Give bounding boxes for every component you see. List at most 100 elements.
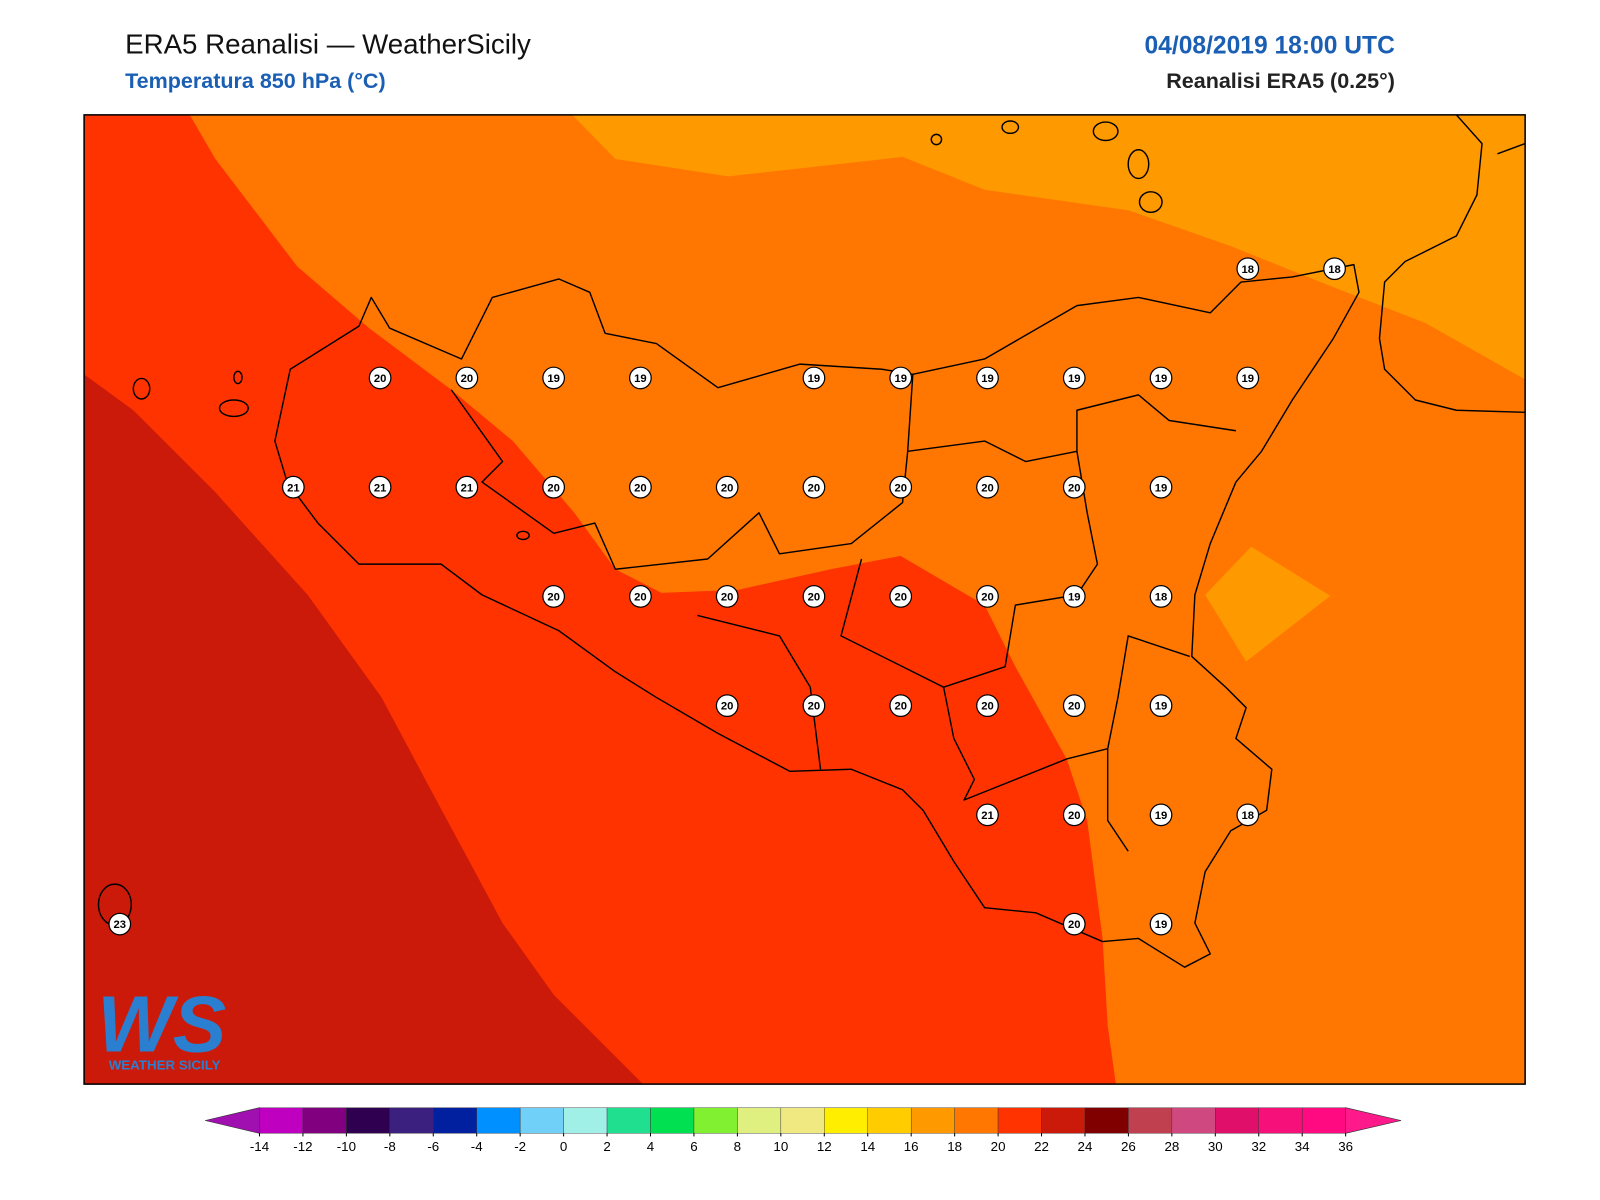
station-marker [976,803,999,827]
colorbar-box [519,1107,564,1134]
station-marker [1149,585,1173,608]
source: Reanalisi ERA5 (0.25°) [1166,69,1395,93]
station-value: 19 [1155,373,1168,385]
colorbar-box [1041,1107,1086,1134]
station-value: 18 [1242,810,1255,822]
colorbar-tick-label: 10 [773,1139,788,1154]
station-value: 19 [1155,482,1168,494]
station-value: 18 [1155,592,1168,604]
colorbar-tick-label: -6 [427,1139,439,1154]
station-value: 20 [1068,810,1081,822]
colorbar-box [997,1107,1042,1134]
station-marker [715,585,739,608]
station-marker [1062,803,1086,827]
station-value: 19 [894,373,907,385]
colorbar-tick-label: 28 [1164,1139,1179,1154]
colorbar-tick-label: 24 [1078,1139,1093,1154]
colorbar-box [824,1107,868,1134]
station-value: 20 [808,592,821,604]
station-marker [108,912,132,936]
station-marker [368,475,392,499]
station-marker [455,366,479,390]
colorbar-box [1084,1107,1129,1134]
station-value: 20 [461,373,474,385]
colorbar-over [1345,1107,1402,1134]
station-marker [715,475,739,499]
station-marker [1062,475,1086,499]
title: ERA5 Reanalisi — WeatherSicily [125,28,531,59]
colorbar-tick-label: 34 [1295,1139,1310,1154]
station-marker [1149,694,1173,718]
contour [1205,546,1331,662]
colorbar-box [1258,1107,1303,1134]
station-marker [715,694,739,718]
colorbar-box [476,1107,521,1134]
station-marker [455,475,479,499]
station-marker [1149,912,1173,936]
station-value: 19 [547,373,560,385]
station-marker [976,694,999,718]
colorbar-box [780,1107,825,1134]
station-value: 19 [1068,373,1081,385]
colorbar-box [1171,1107,1216,1134]
colorbar-box [867,1107,912,1134]
station-value: 21 [287,482,300,494]
colorbar-box [346,1107,391,1134]
station-value: 20 [1068,701,1081,713]
station-marker [889,475,913,499]
station-value: 19 [1155,810,1168,822]
station-value: 19 [634,373,647,385]
borders [450,374,1237,852]
station-marker [976,475,999,499]
station-value: 19 [1242,373,1255,385]
map [84,114,1526,1085]
station-value: 23 [114,919,127,931]
station-value: 20 [981,701,994,713]
colorbar-tick-label: 36 [1338,1139,1353,1154]
station-marker [1149,803,1173,827]
station-marker [542,366,566,390]
colorbar-tick-label: 26 [1121,1139,1136,1154]
station-value: 20 [808,482,821,494]
station-value: 20 [374,373,387,385]
colorbar-box [606,1107,651,1134]
date: 04/08/2019 18:00 UTC [1144,32,1395,59]
station-value: 19 [1155,701,1168,713]
station-value: 21 [374,482,387,494]
colorbar-box [737,1107,782,1134]
colorbar-tick-label: 12 [817,1139,832,1154]
logo: WS WEATHER SICILY [97,979,226,1072]
colorbar-tick-label: 30 [1208,1139,1223,1154]
station-marker [1323,257,1346,281]
station-marker [629,585,652,608]
station-value: 20 [981,482,994,494]
station-marker [1062,585,1086,608]
colorbar-tick-label: -12 [293,1139,312,1154]
station-marker [802,585,826,608]
colorbar-tick-label: 32 [1251,1139,1266,1154]
station-value: 19 [1068,592,1081,604]
station-marker [1062,366,1086,390]
station-marker [802,475,826,499]
subtitle: Temperatura 850 hPa (°C) [125,69,386,93]
colorbar-box [1128,1107,1173,1134]
colorbar-box [650,1107,695,1134]
colorbar-tick-label: 8 [734,1139,741,1154]
station-marker [1149,475,1173,499]
map-frame [83,114,1526,1085]
station-value: 20 [634,482,647,494]
logo-name: WEATHER SICILY [109,1058,221,1073]
colorbar-tick-label: 0 [560,1139,567,1154]
colorbar-tick-label: 18 [947,1139,962,1154]
colorbar-tick-label: 6 [690,1139,697,1154]
colorbar-tick-label: 4 [647,1139,655,1154]
station-value: 20 [721,701,734,713]
station-value: 20 [547,592,560,604]
station-value: 20 [634,592,647,604]
station-marker [802,694,826,718]
station-marker [542,585,566,608]
colorbar-box [1215,1107,1259,1134]
station-value: 20 [808,701,821,713]
